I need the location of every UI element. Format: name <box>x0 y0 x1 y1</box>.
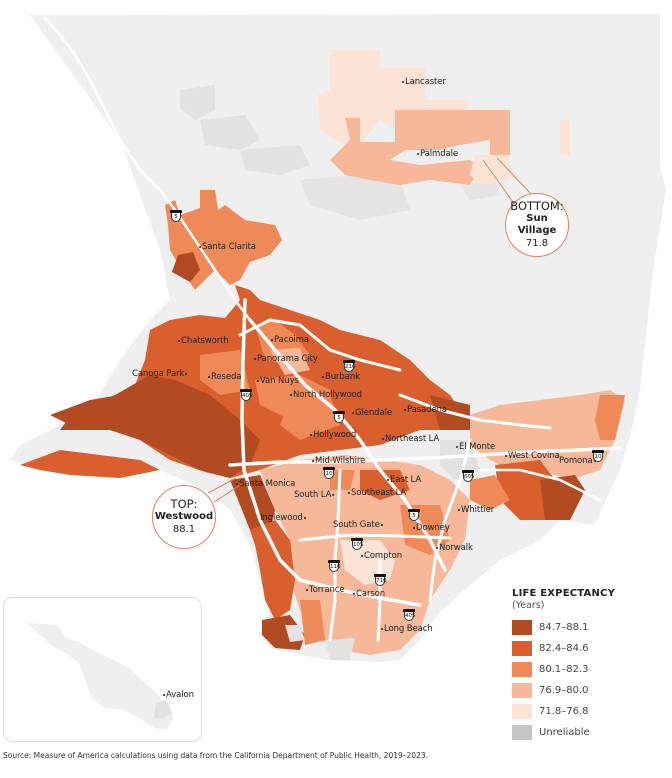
callout-top: TOP: Westwood 88.1 <box>152 485 216 549</box>
highway-shield-icon: 105 <box>351 538 364 550</box>
legend-swatch <box>512 620 532 635</box>
region-sgv-east <box>470 390 625 480</box>
place-label: West Covina <box>505 451 560 461</box>
place-label: Glendale <box>352 408 392 418</box>
legend-swatch <box>512 641 532 656</box>
place-label: Compton <box>361 551 402 561</box>
highway-shield-icon: 5 <box>333 411 345 423</box>
callout-neighborhood: Westwood <box>154 511 214 522</box>
place-label: Pomona <box>559 456 597 466</box>
catalina-island <box>26 623 174 730</box>
place-label: Southeast LA <box>348 488 406 498</box>
callout-neighborhood: Sun Village <box>517 213 557 236</box>
legend-title: LIFE EXPECTANCY <box>512 588 616 599</box>
source-note: Source: Measure of America calculations … <box>3 751 428 760</box>
place-label: South LA <box>294 490 335 500</box>
catalina-inset: Avalon <box>3 597 202 742</box>
place-label: Panorama City <box>254 354 318 364</box>
legend-item: 80.1–82.3 <box>512 659 662 680</box>
legend-item: 76.9–80.0 <box>512 680 662 701</box>
place-label: Santa Clarita <box>199 242 256 252</box>
place-label: Santa Monica <box>236 479 295 489</box>
highway-shield-icon: 5 <box>170 210 182 222</box>
legend-item: 84.7–88.1 <box>512 617 662 638</box>
legend-swatch <box>512 683 532 698</box>
place-label: Pacoima <box>271 335 309 345</box>
place-label: Long Beach <box>381 624 433 634</box>
legend-swatch <box>512 725 532 740</box>
place-label: Van Nuys <box>257 376 299 386</box>
place-label: South Gate <box>333 520 384 530</box>
highway-shield-icon: 405 <box>240 389 253 401</box>
place-label: Canoga Park <box>132 369 188 379</box>
highway-shield-icon: 10 <box>592 450 604 462</box>
place-label: Torrance <box>306 585 345 595</box>
highway-shield-icon: 405 <box>403 609 416 621</box>
callout-bottom: BOTTOM: Sun Village 71.8 <box>505 193 569 257</box>
highway-shield-icon: 10 <box>323 467 335 479</box>
place-label: El Monte <box>456 442 495 452</box>
legend-item: 71.8–76.8 <box>512 701 662 722</box>
place-label: Palmdale <box>417 149 458 159</box>
place-label: Norwalk <box>436 543 473 553</box>
place-label: Lancaster <box>402 77 446 87</box>
callout-value: 88.1 <box>172 524 196 535</box>
callout-value: 71.8 <box>525 238 549 249</box>
place-label: Burbank <box>322 372 360 382</box>
legend-swatch <box>512 662 532 677</box>
callout-heading: BOTTOM: <box>510 199 564 213</box>
place-label: Northeast LA <box>382 434 439 444</box>
place-label: Inglewood <box>260 513 307 523</box>
place-label: Downey <box>413 523 450 533</box>
place-label: Pasadena <box>404 405 447 415</box>
inset-canvas <box>26 623 174 730</box>
place-label: Carson <box>353 589 385 599</box>
legend: LIFE EXPECTANCY (Years) 84.7–88.1 82.4–8… <box>512 588 662 743</box>
place-label: Mid-Wilshire <box>312 456 365 466</box>
place-label: Whittier <box>458 505 494 515</box>
highway-shield-icon: 605 <box>462 470 475 482</box>
legend-swatch <box>512 704 532 719</box>
place-label: North Hollywood <box>290 390 362 400</box>
highway-shield-icon: 210 <box>343 360 356 372</box>
legend-item: Unreliable <box>512 722 662 743</box>
place-label: Hollywood <box>310 430 356 440</box>
region-palmdale <box>330 110 510 185</box>
place-label-avalon: Avalon <box>163 690 194 700</box>
legend-item: 82.4–84.6 <box>512 638 662 659</box>
highway-shield-icon: 110 <box>328 560 341 572</box>
highway-shield-icon: 5 <box>408 509 420 521</box>
place-label: Chatsworth <box>178 336 229 346</box>
callout-heading: TOP: <box>170 497 198 511</box>
place-label: Reseda <box>208 372 242 382</box>
highway-shield-icon: 710 <box>374 574 387 586</box>
place-label: East LA <box>387 475 421 485</box>
legend-subtitle: (Years) <box>512 600 545 611</box>
